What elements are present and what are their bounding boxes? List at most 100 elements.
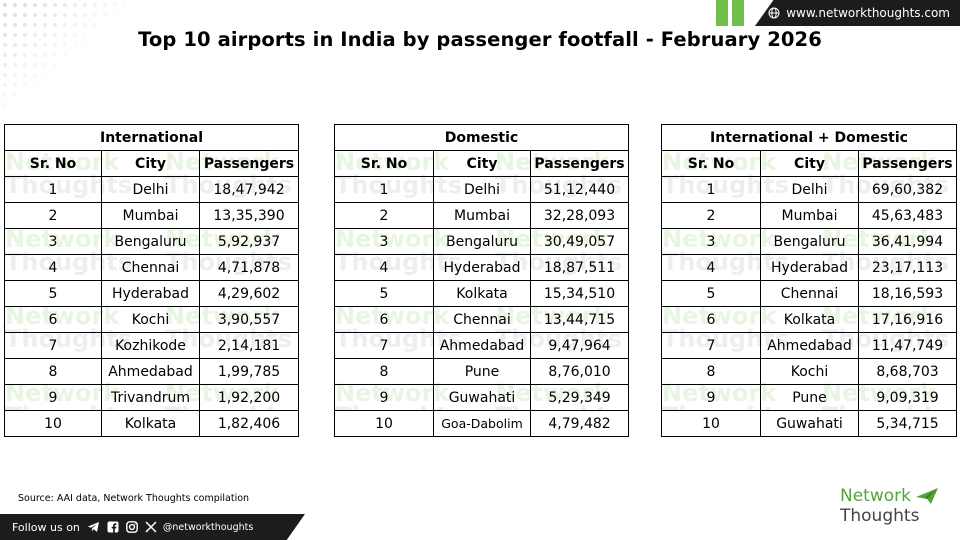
rank-cell: 9 bbox=[4, 384, 102, 411]
table-row: 8 Kochi 8,68,703 bbox=[661, 358, 958, 385]
city-cell: Kochi bbox=[760, 358, 859, 385]
table-row: 4 Hyderabad 18,87,511 bbox=[334, 254, 630, 281]
table-row: 3 Bengaluru 5,92,937 bbox=[4, 228, 300, 255]
rank-cell: 4 bbox=[334, 254, 434, 281]
table-row: 4 Hyderabad 23,17,113 bbox=[661, 254, 958, 281]
dot-pattern-decoration bbox=[2, 2, 128, 108]
passengers-cell: 4,29,602 bbox=[198, 280, 300, 307]
passengers-cell: 23,17,113 bbox=[857, 254, 958, 281]
city-cell: Hyderabad bbox=[760, 254, 859, 281]
column-header: Passengers bbox=[857, 150, 958, 177]
table-row: 8 Ahmedabad 1,99,785 bbox=[4, 358, 300, 385]
table-row: 4 Chennai 4,71,878 bbox=[4, 254, 300, 281]
table-row: 7 Ahmedabad 9,47,964 bbox=[334, 332, 630, 359]
rank-cell: 4 bbox=[4, 254, 102, 281]
banner-stripe bbox=[716, 0, 728, 26]
table-row: 3 Bengaluru 30,49,057 bbox=[334, 228, 630, 255]
passengers-cell: 8,68,703 bbox=[857, 358, 958, 385]
table-row: 1 Delhi 18,47,942 bbox=[4, 176, 300, 203]
passengers-cell: 9,47,964 bbox=[529, 332, 630, 359]
city-cell: Mumbai bbox=[760, 202, 859, 229]
rank-cell: 7 bbox=[334, 332, 434, 359]
table-row: 6 Kochi 3,90,557 bbox=[4, 306, 300, 333]
table-row: 2 Mumbai 45,63,483 bbox=[661, 202, 958, 229]
rank-cell: 9 bbox=[661, 384, 761, 411]
domestic-table: Domestic Sr. No City Passengers 1 Delhi 51… bbox=[333, 124, 630, 437]
passengers-cell: 18,87,511 bbox=[529, 254, 630, 281]
site-banner[interactable]: www.networkthoughts.com bbox=[755, 0, 960, 26]
table-row: 2 Mumbai 32,28,093 bbox=[334, 202, 630, 229]
passengers-cell: 32,28,093 bbox=[529, 202, 630, 229]
rank-cell: 5 bbox=[661, 280, 761, 307]
column-header: Passengers bbox=[198, 150, 300, 177]
table-title: International bbox=[3, 124, 300, 151]
city-cell: Chennai bbox=[433, 306, 531, 333]
table-row: 7 Ahmedabad 11,47,749 bbox=[661, 332, 958, 359]
table-row: 6 Kolkata 17,16,916 bbox=[661, 306, 958, 333]
passengers-cell: 1,99,785 bbox=[198, 358, 300, 385]
rank-cell: 1 bbox=[4, 176, 102, 203]
table-title: Domestic bbox=[333, 124, 630, 151]
rank-cell: 2 bbox=[4, 202, 102, 229]
rank-cell: 2 bbox=[334, 202, 434, 229]
rank-cell: 8 bbox=[4, 358, 102, 385]
banner-stripe bbox=[732, 0, 744, 26]
social-footer: Follow us on @networkthoughts bbox=[0, 514, 305, 540]
table-row: 9 Guwahati 5,29,349 bbox=[334, 384, 630, 411]
column-header: Sr. No bbox=[334, 150, 434, 177]
site-url[interactable]: www.networkthoughts.com bbox=[786, 6, 950, 20]
rank-cell: 8 bbox=[334, 358, 434, 385]
table-row: 5 Chennai 18,16,593 bbox=[661, 280, 958, 307]
rank-cell: 1 bbox=[661, 176, 761, 203]
rank-cell: 3 bbox=[661, 228, 761, 255]
rank-cell: 4 bbox=[661, 254, 761, 281]
passengers-cell: 5,34,715 bbox=[857, 410, 958, 437]
x-icon[interactable] bbox=[145, 521, 157, 533]
table-row: 10 Kolkata 1,82,406 bbox=[4, 410, 300, 437]
column-header: Passengers bbox=[529, 150, 630, 177]
city-cell: Kolkata bbox=[101, 410, 200, 437]
social-handle[interactable]: @networkthoughts bbox=[162, 521, 254, 533]
city-cell: Hyderabad bbox=[101, 280, 200, 307]
passengers-cell: 8,76,010 bbox=[529, 358, 630, 385]
rank-cell: 10 bbox=[334, 410, 434, 437]
table-row: 8 Pune 8,76,010 bbox=[334, 358, 630, 385]
passengers-cell: 18,47,942 bbox=[198, 176, 300, 203]
column-header: City bbox=[101, 150, 200, 177]
city-cell: Kolkata bbox=[433, 280, 531, 307]
table-row: 7 Kozhikode 2,14,181 bbox=[4, 332, 300, 359]
passengers-cell: 3,90,557 bbox=[198, 306, 300, 333]
city-cell: Ahmedabad bbox=[101, 358, 200, 385]
table-row: 1 Delhi 51,12,440 bbox=[334, 176, 630, 203]
passengers-cell: 13,35,390 bbox=[198, 202, 300, 229]
paper-plane-icon bbox=[916, 488, 938, 508]
city-cell: Delhi bbox=[433, 176, 531, 203]
globe-icon bbox=[768, 7, 780, 19]
brand-logo: Network Thoughts bbox=[840, 486, 945, 530]
facebook-icon[interactable] bbox=[107, 521, 119, 533]
passengers-cell: 1,92,200 bbox=[198, 384, 300, 411]
city-cell: Kozhikode bbox=[101, 332, 200, 359]
rank-cell: 6 bbox=[661, 306, 761, 333]
city-cell: Kochi bbox=[101, 306, 200, 333]
city-cell: Trivandrum bbox=[101, 384, 200, 411]
city-cell: Delhi bbox=[760, 176, 859, 203]
table-row: 6 Chennai 13,44,715 bbox=[334, 306, 630, 333]
city-cell: Guwahati bbox=[760, 410, 859, 437]
telegram-icon[interactable] bbox=[87, 521, 100, 533]
instagram-icon[interactable] bbox=[126, 521, 138, 533]
table-row: 2 Mumbai 13,35,390 bbox=[4, 202, 300, 229]
rank-cell: 7 bbox=[4, 332, 102, 359]
city-cell: Pune bbox=[433, 358, 531, 385]
city-cell: Ahmedabad bbox=[433, 332, 531, 359]
rank-cell: 7 bbox=[661, 332, 761, 359]
table-row: 5 Kolkata 15,34,510 bbox=[334, 280, 630, 307]
passengers-cell: 11,47,749 bbox=[857, 332, 958, 359]
column-header: Sr. No bbox=[661, 150, 761, 177]
city-cell: Hyderabad bbox=[433, 254, 531, 281]
city-cell: Kolkata bbox=[760, 306, 859, 333]
table-row: 10 Guwahati 5,34,715 bbox=[661, 410, 958, 437]
city-cell: Chennai bbox=[760, 280, 859, 307]
passengers-cell: 18,16,593 bbox=[857, 280, 958, 307]
city-cell: Bengaluru bbox=[433, 228, 531, 255]
